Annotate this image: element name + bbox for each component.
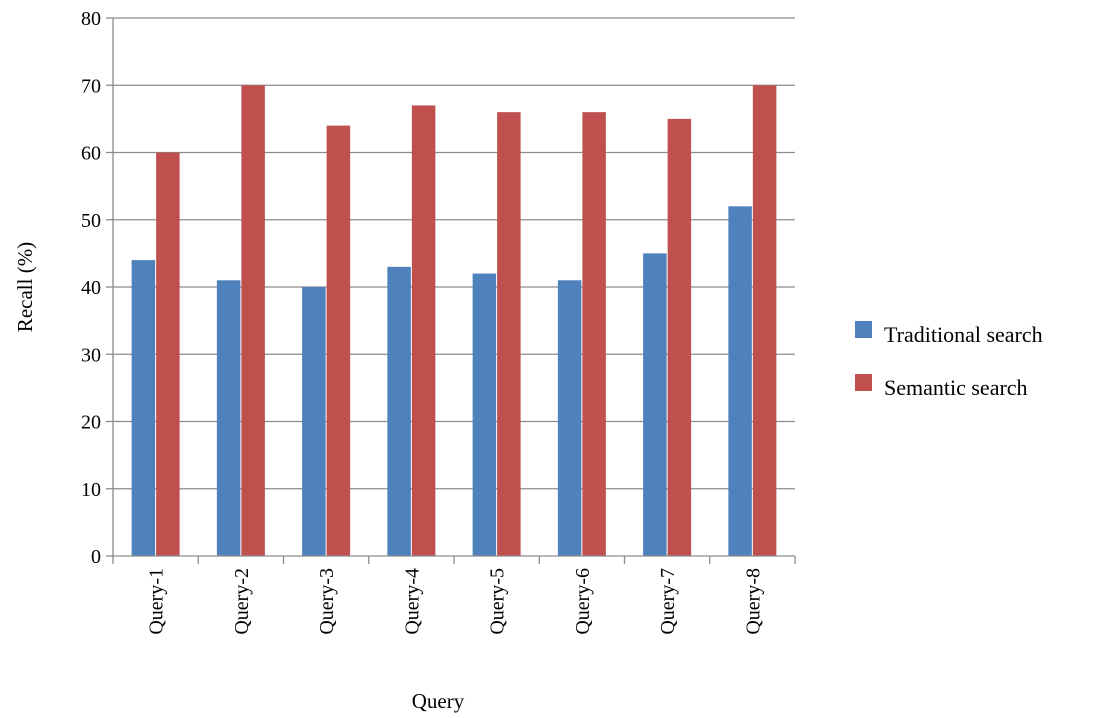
bar-traditional-8 — [728, 206, 752, 557]
bar-traditional-6 — [557, 280, 582, 556]
axes — [112, 18, 796, 564]
y-tick-label: 60 — [81, 143, 101, 165]
y-tick-label: 40 — [81, 277, 101, 299]
legend-label-semantic: Semantic search — [884, 375, 1028, 400]
y-tick-labels: 0 10 20 30 40 50 60 70 80 — [81, 8, 101, 568]
y-tick-label: 80 — [81, 8, 101, 30]
bar-traditional-2 — [216, 280, 241, 556]
x-axis-title: Query — [412, 689, 465, 713]
bar-semantic-3 — [326, 125, 351, 556]
y-tick-label: 0 — [91, 546, 101, 568]
y-tick-label: 50 — [81, 210, 101, 232]
x-tick-label: Query-1 — [146, 568, 168, 635]
legend-swatch-semantic — [855, 374, 872, 391]
bar-traditional-3 — [302, 287, 326, 556]
x-tick-label: Query-6 — [572, 568, 594, 635]
y-tick-label: 30 — [81, 344, 101, 366]
x-tick-label: Query-7 — [657, 568, 679, 635]
y-axis-title: Recall (%) — [13, 242, 37, 332]
bar-semantic-8 — [752, 85, 777, 556]
bar-semantic-4 — [411, 105, 436, 557]
x-tick-labels: Query-1 Query-2 Query-3 Query-4 Query-5 Query… — [146, 568, 765, 635]
x-tick-label: Query-5 — [487, 568, 509, 635]
legend-label-traditional: Traditional search — [884, 322, 1043, 347]
y-tick-label: 10 — [81, 479, 101, 501]
bar-traditional-4 — [387, 266, 411, 556]
bars — [131, 85, 777, 557]
bar-traditional-1 — [131, 260, 156, 556]
bar-semantic-2 — [241, 85, 265, 556]
bar-semantic-6 — [582, 112, 606, 557]
y-tick-label: 20 — [81, 412, 101, 434]
y-tick-label: 70 — [81, 75, 101, 97]
legend: Traditional search Semantic search — [855, 321, 1043, 400]
x-tick-label: Query-2 — [231, 568, 253, 635]
x-tick-label: Query-4 — [401, 568, 423, 635]
x-tick-label: Query-3 — [316, 568, 338, 635]
bar-semantic-1 — [156, 152, 180, 556]
legend-swatch-traditional — [855, 321, 872, 338]
bar-semantic-7 — [667, 118, 692, 556]
bar-semantic-5 — [497, 112, 521, 557]
x-tick-label: Query-8 — [742, 568, 764, 635]
bar-traditional-5 — [472, 273, 497, 556]
bar-traditional-7 — [643, 253, 667, 556]
gridlines — [106, 17, 795, 557]
